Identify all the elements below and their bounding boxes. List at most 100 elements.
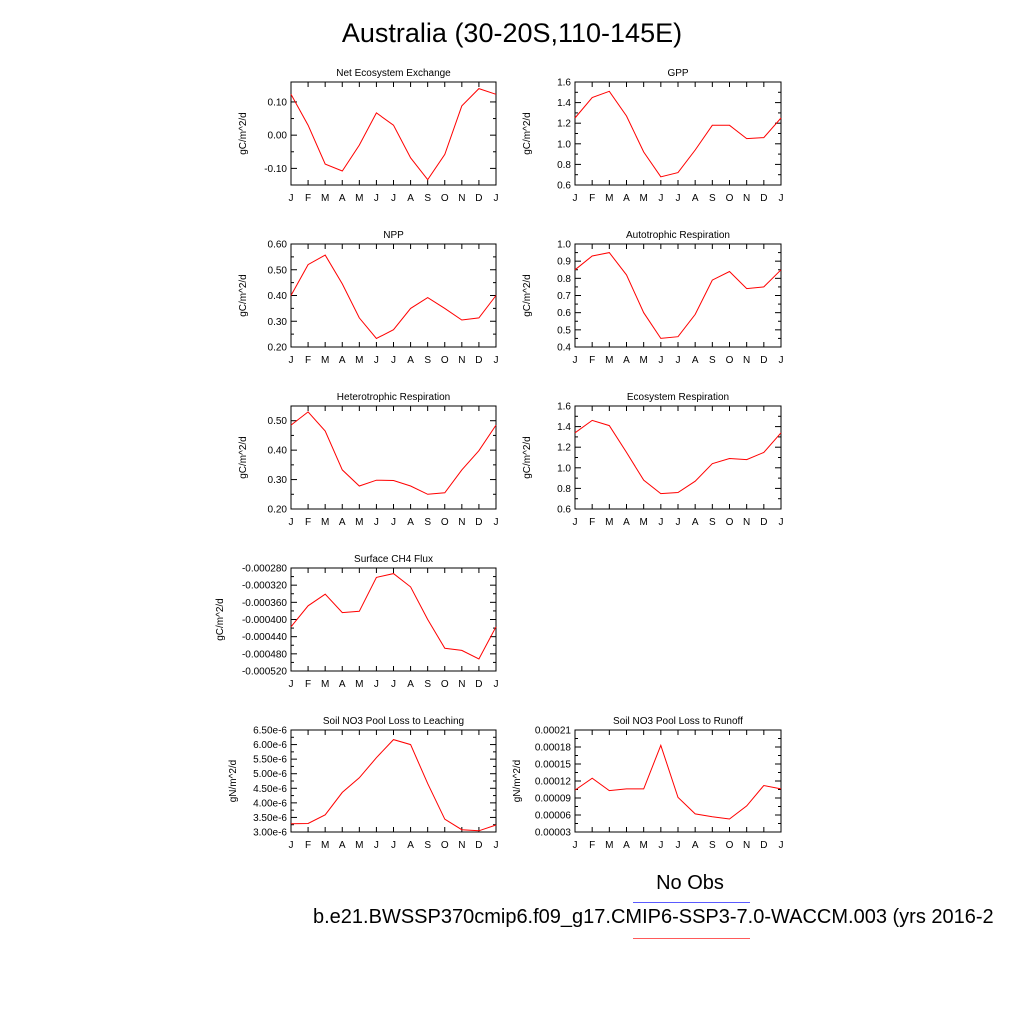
y-tick-label: -0.000320 [242, 581, 287, 592]
y-tick-label: 5.00e-6 [253, 769, 287, 780]
y-tick-label: 0.6 [557, 181, 571, 192]
panel-frame [574, 729, 782, 833]
series-line [290, 88, 497, 181]
x-tick-label: D [475, 517, 482, 528]
x-tick-label: J [289, 679, 294, 690]
y-tick-label: 0.50 [268, 265, 288, 276]
x-tick-label: J [391, 193, 396, 204]
x-tick-label: A [692, 193, 699, 204]
x-tick-label: A [407, 679, 414, 690]
y-tick-label: 0.8 [557, 274, 571, 285]
y-tick-label: 0.4 [557, 343, 571, 354]
x-tick-label: S [709, 193, 716, 204]
x-tick-label: J [289, 517, 294, 528]
x-tick-label: M [639, 355, 647, 366]
y-tick-label: -0.000440 [242, 632, 287, 643]
x-tick-label: J [779, 517, 784, 528]
series-line [290, 254, 497, 340]
y-tick-label: 5.50e-6 [253, 755, 287, 766]
x-tick-label: A [407, 840, 414, 851]
x-tick-label: J [494, 840, 499, 851]
panel-title: Surface CH4 Flux [354, 554, 433, 565]
y-tick-label: 0.60 [268, 240, 288, 251]
x-tick-label: M [321, 517, 329, 528]
x-tick-label: O [441, 193, 449, 204]
x-tick-label: J [573, 517, 578, 528]
x-tick-label: F [589, 193, 595, 204]
x-tick-label: F [589, 355, 595, 366]
y-tick-label: 0.00018 [535, 743, 572, 754]
y-tick-label: 6.50e-6 [253, 726, 287, 737]
x-tick-label: F [305, 355, 311, 366]
x-tick-label: D [475, 840, 482, 851]
x-tick-label: J [289, 193, 294, 204]
y-tick-label: -0.000520 [242, 667, 287, 678]
x-tick-label: N [458, 679, 465, 690]
y-tick-label: 0.20 [268, 343, 288, 354]
x-tick-label: J [374, 517, 379, 528]
y-tick-label: 0.7 [557, 291, 571, 302]
x-tick-label: M [639, 840, 647, 851]
x-tick-label: A [407, 517, 414, 528]
panel-frame [574, 405, 782, 510]
y-tick-label: 1.6 [557, 78, 571, 89]
y-tick-label: 4.50e-6 [253, 784, 287, 795]
y-tick-label: -0.10 [264, 164, 287, 175]
x-tick-label: J [374, 679, 379, 690]
x-tick-label: J [494, 355, 499, 366]
y-tick-label: 4.00e-6 [253, 798, 287, 809]
y-axis-label: gC/m^2/d [238, 274, 249, 317]
x-tick-label: D [760, 355, 767, 366]
x-tick-label: J [658, 193, 663, 204]
x-tick-label: J [676, 193, 681, 204]
x-tick-label: J [676, 517, 681, 528]
y-tick-label: -0.000360 [242, 598, 287, 609]
x-tick-label: J [676, 840, 681, 851]
x-tick-label: J [573, 193, 578, 204]
y-tick-label: 0.00003 [535, 828, 572, 839]
y-tick-label: 0.30 [268, 475, 288, 486]
x-tick-label: S [709, 517, 716, 528]
x-tick-label: F [305, 193, 311, 204]
y-tick-label: -0.000280 [242, 564, 287, 575]
x-tick-label: S [424, 193, 431, 204]
x-tick-label: M [355, 355, 363, 366]
y-tick-label: 0.50 [268, 416, 288, 427]
y-tick-label: 0.30 [268, 317, 288, 328]
x-tick-label: A [339, 355, 346, 366]
x-tick-label: A [339, 517, 346, 528]
x-tick-label: N [743, 840, 750, 851]
y-tick-label: -0.000400 [242, 615, 287, 626]
y-axis-label: gC/m^2/d [238, 112, 249, 155]
x-tick-label: O [726, 193, 734, 204]
x-tick-label: A [407, 355, 414, 366]
x-tick-label: D [760, 517, 767, 528]
x-tick-label: A [623, 355, 630, 366]
y-tick-label: 0.00021 [535, 726, 572, 737]
series-line [290, 411, 497, 495]
x-tick-label: M [355, 517, 363, 528]
x-tick-label: M [355, 679, 363, 690]
x-tick-label: M [639, 517, 647, 528]
x-tick-label: A [339, 840, 346, 851]
y-tick-label: 1.0 [557, 139, 571, 150]
panel-title: GPP [667, 68, 688, 79]
panel-title: Ecosystem Respiration [627, 392, 729, 403]
y-tick-label: 0.40 [268, 291, 288, 302]
y-tick-label: 0.00015 [535, 760, 572, 771]
x-tick-label: S [424, 840, 431, 851]
x-tick-label: N [743, 193, 750, 204]
x-tick-label: N [458, 355, 465, 366]
y-axis-label: gC/m^2/d [522, 112, 533, 155]
x-tick-label: O [726, 517, 734, 528]
y-tick-label: 0.8 [557, 484, 571, 495]
y-tick-label: 0.00009 [535, 794, 572, 805]
x-tick-label: M [321, 193, 329, 204]
x-tick-label: N [458, 193, 465, 204]
